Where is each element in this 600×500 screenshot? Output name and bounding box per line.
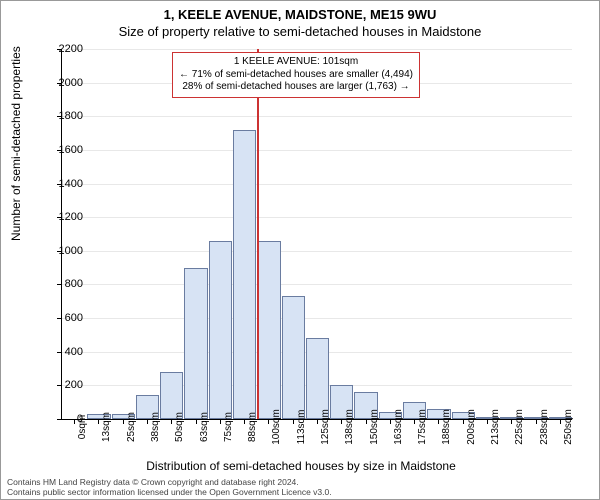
ytick-label: 400: [43, 346, 83, 358]
ytick-label: 1200: [43, 211, 83, 223]
gridline: [62, 184, 572, 185]
footer-attribution: Contains HM Land Registry data © Crown c…: [7, 478, 332, 497]
ytick-label: 1000: [43, 245, 83, 257]
histogram-bar: [306, 338, 329, 419]
xtick-label: 213sqm: [490, 409, 501, 445]
xtick-label: 238sqm: [539, 409, 550, 445]
ytick-label: 1600: [43, 144, 83, 156]
ytick-label: 800: [43, 278, 83, 290]
ytick-label: 1400: [43, 178, 83, 190]
xtick-mark: [341, 419, 342, 424]
xtick-mark: [244, 419, 245, 424]
gridline: [62, 116, 572, 117]
property-marker-line: [257, 49, 259, 419]
histogram-bar: [233, 130, 256, 419]
xtick-mark: [220, 419, 221, 424]
xtick-mark: [268, 419, 269, 424]
x-axis-label: Distribution of semi-detached houses by …: [1, 459, 600, 473]
chart-title-2: Size of property relative to semi-detach…: [1, 24, 599, 39]
annotation-box: 1 KEELE AVENUE: 101sqm← 71% of semi-deta…: [172, 52, 420, 98]
xtick-mark: [511, 419, 512, 424]
histogram-bar: [184, 268, 207, 419]
gridline: [62, 318, 572, 319]
xtick-mark: [147, 419, 148, 424]
gridline: [62, 251, 572, 252]
ytick-label: 600: [43, 312, 83, 324]
ytick-label: 1800: [43, 110, 83, 122]
ytick-label: 2000: [43, 77, 83, 89]
xtick-mark: [560, 419, 561, 424]
xtick-mark: [536, 419, 537, 424]
xtick-mark: [171, 419, 172, 424]
annotation-line: 28% of semi-detached houses are larger (…: [179, 81, 413, 94]
xtick-label: 200sqm: [466, 409, 477, 445]
xtick-mark: [463, 419, 464, 424]
xtick-mark: [98, 419, 99, 424]
xtick-mark: [317, 419, 318, 424]
footer-line-2: Contains public sector information licen…: [7, 488, 332, 497]
xtick-mark: [366, 419, 367, 424]
xtick-label: 225sqm: [514, 409, 525, 445]
ytick-label: 2200: [43, 43, 83, 55]
annotation-line: 1 KEELE AVENUE: 101sqm: [179, 56, 413, 69]
gridline: [62, 217, 572, 218]
xtick-mark: [293, 419, 294, 424]
chart-plot-area: 0sqm13sqm25sqm38sqm50sqm63sqm75sqm88sqm1…: [61, 49, 571, 419]
gridline: [62, 284, 572, 285]
gridline: [62, 49, 572, 50]
ytick-label: 200: [43, 379, 83, 391]
histogram-bar: [282, 296, 305, 419]
xtick-mark: [414, 419, 415, 424]
xtick-mark: [196, 419, 197, 424]
xtick-mark: [123, 419, 124, 424]
y-axis-label: Number of semi-detached properties: [9, 46, 23, 241]
ytick-label: 0: [43, 413, 83, 425]
gridline: [62, 150, 572, 151]
xtick-mark: [390, 419, 391, 424]
chart-title-1: 1, KEELE AVENUE, MAIDSTONE, ME15 9WU: [1, 7, 599, 22]
xtick-mark: [487, 419, 488, 424]
annotation-line: ← 71% of semi-detached houses are smalle…: [179, 69, 413, 82]
histogram-bar: [257, 241, 280, 419]
histogram-bar: [209, 241, 232, 419]
xtick-mark: [438, 419, 439, 424]
xtick-label: 250sqm: [563, 409, 574, 445]
